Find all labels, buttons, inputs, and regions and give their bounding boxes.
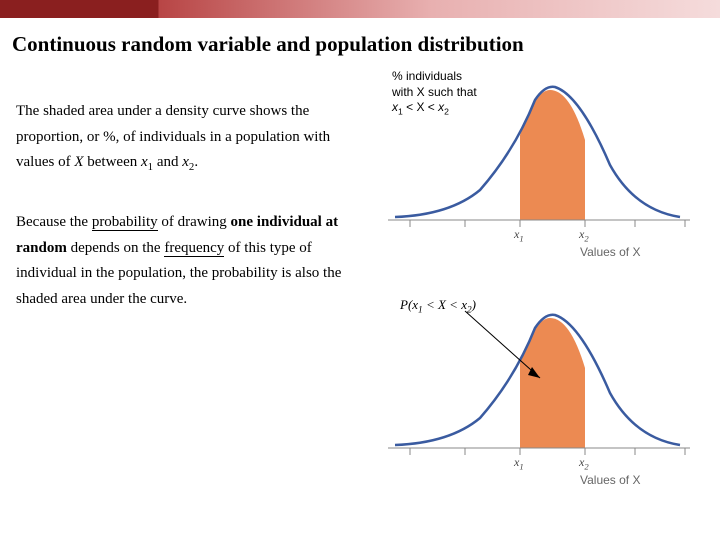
paragraph-1: The shaded area under a density curve sh… [16,99,360,176]
chart2-x2-label: x2 [579,455,589,471]
c1x2s: 2 [584,233,588,243]
p1-X: X [74,154,83,170]
c2x1s: 1 [519,461,523,471]
p1-x2: x [182,154,189,170]
c2pb: < X < x [423,297,467,312]
chart1-cap-l1: % individuals [392,69,477,85]
density-chart-1: % individuals with X such that x1 < X < … [370,65,700,265]
p1-x1: x [141,154,148,170]
p1-t3: and [153,154,182,170]
chart1-axis-label: Values of X [580,245,640,259]
paragraph-2: Because the probability of drawing one i… [16,210,360,312]
chart1-cap-l3: x1 < X < x2 [392,100,477,118]
chart1-cap-l2-txt: with X such that [392,85,477,99]
chart2-x1-label: x1 [514,455,524,471]
chart2-axis-label: Values of X [580,473,640,487]
c2x2s: 2 [584,461,588,471]
chart1-x2-label: x2 [579,227,589,243]
chart2-prob-label: P(x1 < X < x2) [400,297,476,316]
p2-t3: depends on the [67,240,164,256]
c1x1s: 1 [519,233,523,243]
c2pc: ) [472,297,476,312]
left-column: The shaded area under a density curve sh… [0,63,370,493]
density-chart-2: P(x1 < X < x2) x1 x2 Values of X [370,293,700,493]
chart1-x1-label: x1 [514,227,524,243]
p2-u1: probability [92,214,158,231]
chart1-cap-s2: 2 [444,107,449,117]
p2-t1: Because the [16,214,92,230]
right-column: % individuals with X such that x1 < X < … [370,63,710,493]
chart1-caption: % individuals with X such that x1 < X < … [392,69,477,118]
header-gradient-bar [0,0,720,18]
p1-t4: . [194,154,198,170]
chart2-svg [370,293,700,493]
c2pa: P(x [400,297,418,312]
p2-u2: frequency [164,240,224,257]
page-title: Continuous random variable and populatio… [0,18,720,63]
content-row: The shaded area under a density curve sh… [0,63,720,493]
chart1-cap-mid: < X < [403,100,438,114]
p1-t2: between [84,154,141,170]
p2-t2: of drawing [158,214,231,230]
chart1-cap-l2: with X such that [392,85,477,101]
